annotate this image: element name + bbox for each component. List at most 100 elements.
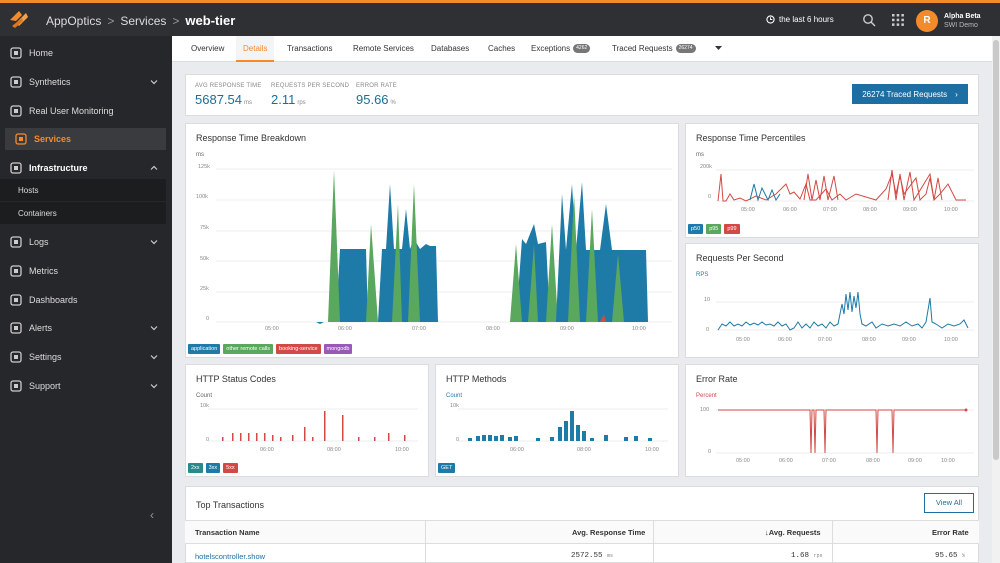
legend-item[interactable]: 3xx [205, 463, 221, 473]
sidebar-item-dashboards[interactable]: Dashboards [0, 289, 172, 311]
sidebar-item-metrics[interactable]: Metrics [0, 260, 172, 282]
y-tick-label: 0 [706, 327, 710, 333]
services-icon [15, 133, 27, 145]
logs-icon [10, 236, 22, 248]
bar [404, 435, 406, 441]
user-avatar[interactable]: R [916, 10, 938, 32]
col-avg-response-time[interactable]: Avg. Response Time [572, 528, 646, 537]
sidebar-item-support[interactable]: Support [0, 375, 172, 397]
sidebar-item-alerts[interactable]: Alerts [0, 317, 172, 339]
x-tick-label: 06:00 [260, 447, 274, 453]
alerts-icon [10, 322, 22, 334]
traced-requests-button[interactable]: 26274 Traced Requests › [852, 84, 968, 104]
collapse-sidebar-icon[interactable]: ‹ [150, 508, 154, 522]
bar [248, 433, 250, 441]
x-tick-label: 08:00 [486, 326, 500, 332]
app-name-link[interactable]: AppOptics [46, 14, 102, 28]
sidebar-item-home[interactable]: Home [0, 42, 172, 64]
chevron-down-icon[interactable] [150, 324, 158, 332]
tab-details[interactable]: Details [236, 36, 275, 62]
legend-item[interactable]: booking-service [276, 344, 321, 354]
tab-remote-services[interactable]: Remote Services [353, 36, 414, 62]
col-error-rate[interactable]: Error Rate [932, 528, 969, 537]
chevron-down-icon[interactable] [150, 78, 158, 86]
page-scrollbar-thumb[interactable] [993, 40, 999, 460]
legend-item[interactable]: GET [438, 463, 456, 473]
x-tick-label: 05:00 [741, 207, 755, 213]
legend-item[interactable]: 5xx [223, 463, 238, 473]
x-tick-label: 10:00 [944, 337, 958, 343]
legend-item[interactable]: p95 [706, 224, 722, 234]
kpi-requests-value: 2.11 [271, 92, 296, 107]
sidebar-item-settings[interactable]: Settings [0, 346, 172, 368]
kpi-requests-label: REQUESTS PER SECOND [271, 83, 350, 89]
chevron-down-icon[interactable] [150, 353, 158, 361]
x-tick-label: 05:00 [736, 458, 750, 464]
legend-item[interactable]: p99 [724, 224, 740, 234]
y-axis-unit: RPS [696, 272, 709, 278]
transaction-name-link[interactable]: hotelscontroller.show [195, 552, 266, 561]
sidebar-item-synthetics[interactable]: Synthetics [0, 71, 172, 93]
sidebar-subitem-hosts[interactable]: Hosts [0, 179, 166, 201]
sidebar-item-logs[interactable]: Logs [0, 231, 172, 253]
bar [624, 437, 628, 441]
chevron-down-icon[interactable] [150, 382, 158, 390]
sidebar-item-real-user-monitoring[interactable]: Real User Monitoring [0, 100, 172, 122]
bar [558, 427, 562, 441]
tab-overview[interactable]: Overview [191, 36, 224, 62]
view-all-button[interactable]: View All [924, 493, 974, 513]
avg-requests-value: 1.68 [791, 552, 810, 560]
http-methods-chart[interactable] [458, 405, 668, 447]
legend-item[interactable]: mongodb [323, 344, 353, 354]
bar [550, 437, 554, 441]
legend-item[interactable]: other remote calls [223, 344, 274, 354]
http-status-codes-chart[interactable] [208, 405, 418, 447]
error-rate-chart[interactable] [716, 405, 974, 455]
kpi-error-rate-unit: % [390, 100, 396, 106]
tab-exceptions[interactable]: Exceptions 4262 [531, 36, 591, 62]
avg-response-unit: ms [607, 553, 614, 559]
appoptics-logo-icon[interactable] [8, 9, 30, 31]
kpi-requests-unit: rps [297, 100, 306, 106]
tab-label: Databases [431, 44, 470, 53]
legend-item[interactable]: p50 [688, 224, 704, 234]
sidebar-subitem-containers[interactable]: Containers [0, 202, 166, 224]
y-axis-unit: Percent [696, 393, 717, 399]
col-transaction-name[interactable]: Transaction Name [195, 528, 260, 537]
chevron-down-icon[interactable] [150, 238, 158, 246]
legend: application other remote calls booking-ser… [188, 344, 353, 354]
col-avg-requests[interactable]: ↓Avg. Requests [765, 528, 821, 537]
chevron-up-icon[interactable] [150, 164, 158, 172]
legend-item[interactable]: 2xx [188, 463, 203, 473]
panel-title: Response Time Breakdown [196, 133, 307, 143]
tab-traced-requests[interactable]: Traced Requests 26274 [612, 36, 696, 62]
tab-databases[interactable]: Databases [431, 36, 469, 62]
kpi-error-rate-label: ERROR RATE [356, 83, 397, 89]
breadcrumb-services-link[interactable]: Services [120, 14, 167, 28]
sidebar-item-services[interactable]: Services [5, 128, 166, 150]
response-time-breakdown-chart[interactable] [216, 164, 672, 339]
user-name[interactable]: Alpha Beta [944, 13, 981, 20]
more-tabs-chevron-icon[interactable] [715, 46, 722, 51]
panel-title: HTTP Status Codes [196, 374, 276, 384]
bar [468, 438, 472, 441]
tab-caches[interactable]: Caches [488, 36, 515, 62]
response-time-percentiles-chart[interactable] [716, 164, 974, 209]
legend-item[interactable]: application [188, 344, 221, 354]
panel-title: Top Transactions [196, 500, 265, 510]
x-tick-label: 05:00 [265, 326, 279, 332]
sidebar-item-label: Dashboards [29, 295, 78, 305]
sidebar-item-label: Metrics [29, 266, 58, 276]
tab-label: Details [243, 44, 268, 53]
bar [358, 437, 360, 441]
tab-transactions[interactable]: Transactions [287, 36, 333, 62]
search-icon[interactable] [862, 13, 876, 27]
requests-per-second-chart[interactable] [716, 284, 974, 334]
bar [222, 437, 224, 441]
sidebar-item-infrastructure[interactable]: Infrastructure [0, 157, 172, 179]
app-grid-icon[interactable] [892, 14, 904, 26]
y-tick-label: 125k [198, 164, 210, 170]
sidebar-item-label: Services [34, 134, 72, 144]
x-tick-label: 05:00 [736, 337, 750, 343]
time-range-selector[interactable]: the last 6 hours [766, 15, 834, 24]
